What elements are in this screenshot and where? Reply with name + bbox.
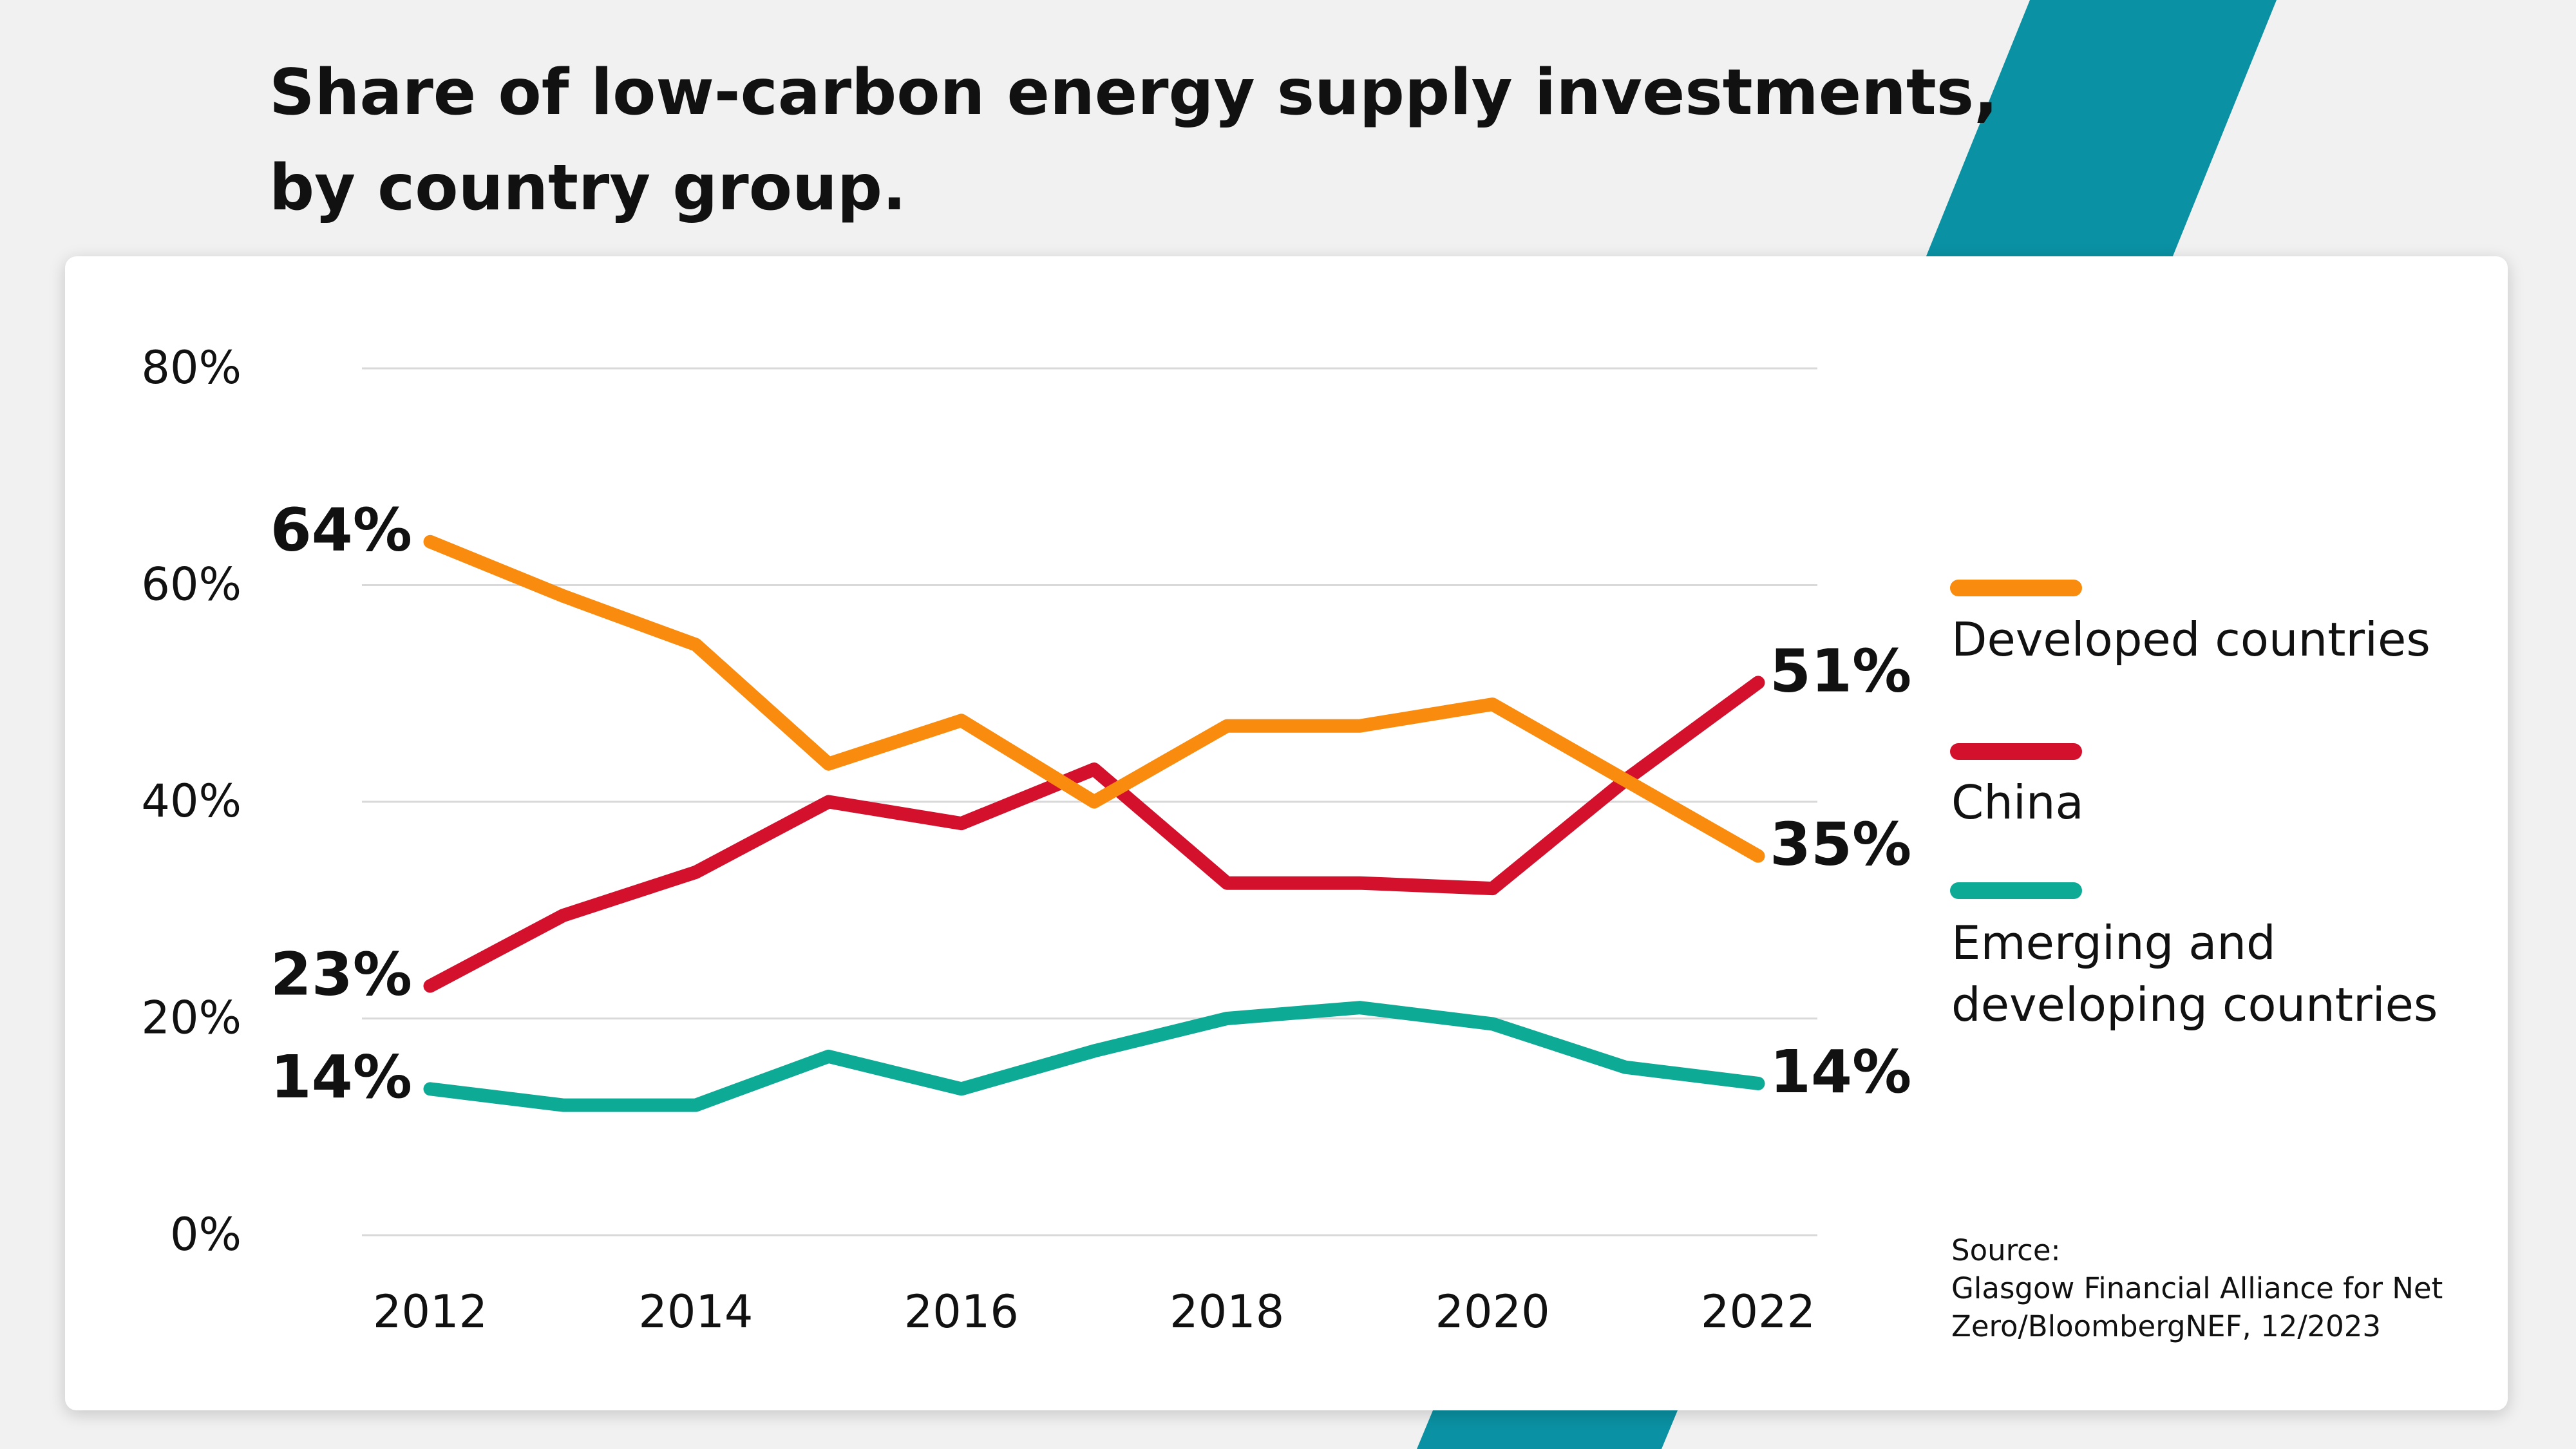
source-line-2: Glasgow Financial Alliance for Net [1951,1271,2443,1305]
y-tick-label: 80% [141,341,242,394]
legend-label-developed: Developed countries [1951,612,2430,667]
legend-swatch-china [1950,743,2082,760]
x-tick-label: 2022 [1701,1285,1815,1338]
chart-card [65,256,2508,1410]
y-tick-label: 20% [141,992,242,1045]
legend-label-china: China [1951,775,2084,829]
chart-title-line-2: by country group. [269,151,907,225]
source-line-1: Source: [1951,1233,2061,1267]
series-line [423,1001,1765,1112]
data-label-end: 51% [1770,636,1911,705]
x-tick-label: 2018 [1170,1285,1284,1338]
source-note: Source: Glasgow Financial Alliance for N… [1951,1231,2443,1345]
x-axis-tick-labels: 2012 2014 2016 2018 2020 2022 [373,1285,1815,1338]
data-label-end: 35% [1770,810,1911,879]
y-tick-label: 0% [170,1208,242,1261]
data-label-end: 14% [1770,1037,1911,1106]
x-tick-label: 2014 [638,1285,753,1338]
source-line-3: Zero/BloombergNEF, 12/2023 [1951,1309,2382,1343]
data-label-start: 64% [270,496,412,565]
x-tick-label: 2012 [373,1285,488,1338]
data-label-start: 23% [270,940,412,1009]
data-labels: 64% 35% 23% 51% 14% 14% [270,496,1911,1112]
y-axis-tick-labels: 0% 20% 40% 60% 80% [141,341,242,1261]
accent-stripe-top [1920,0,2277,270]
x-tick-label: 2016 [904,1285,1019,1338]
legend-label-emerging: Emerging and developing countries [1951,916,2438,1032]
data-label-start: 14% [270,1043,412,1112]
series-line [423,676,1765,993]
legend-swatch-emerging [1950,882,2082,899]
y-tick-label: 60% [141,558,242,611]
y-tick-label: 40% [141,775,242,828]
x-tick-label: 2020 [1435,1285,1550,1338]
chart-title: Share of low-carbon energy supply invest… [269,45,1998,236]
accent-stripe-bottom [1417,1410,1678,1449]
legend-swatch-developed [1950,580,2082,596]
series-lines [423,535,1765,1112]
chart-title-line-1: Share of low-carbon energy supply invest… [269,56,1998,129]
series-line [423,535,1765,863]
